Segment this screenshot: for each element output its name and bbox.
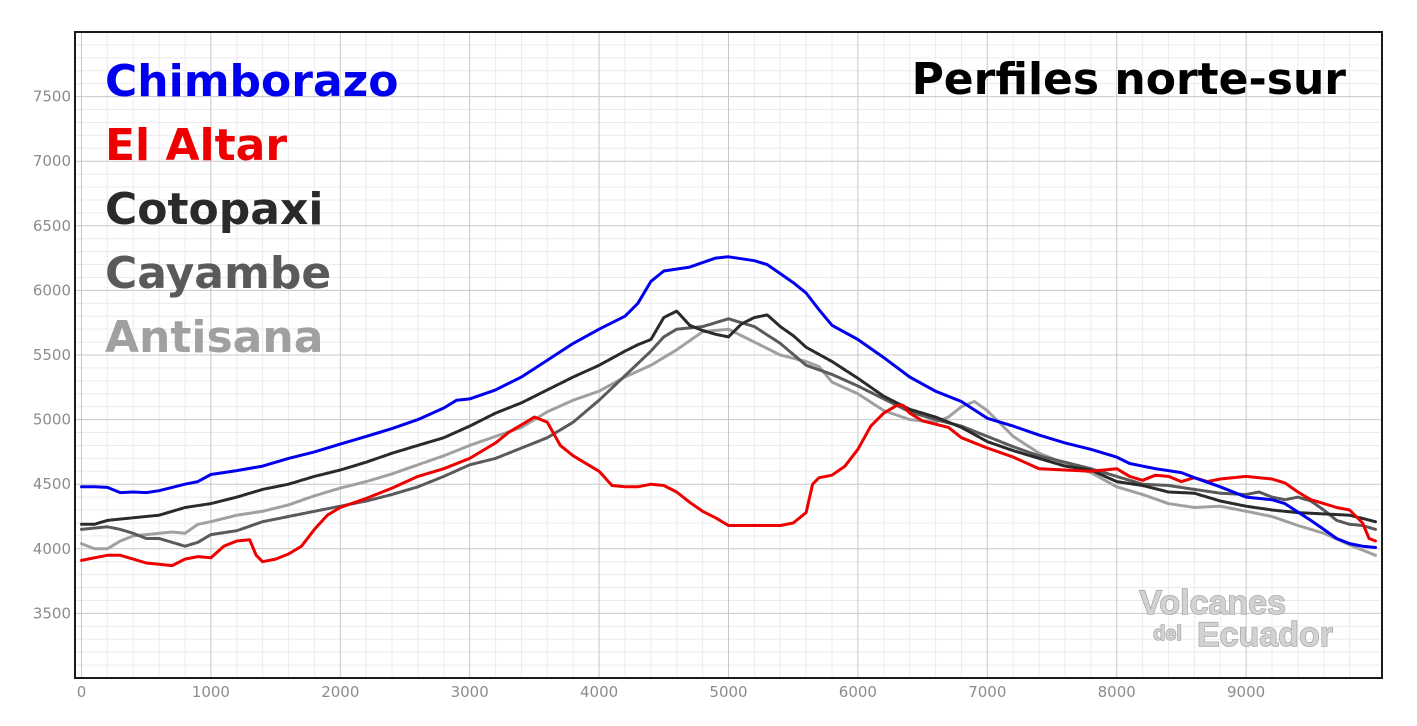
x-tick-label: 9000 [1227, 683, 1265, 701]
y-tick-label: 4500 [33, 475, 71, 493]
legend-entry-cayambe: Cayambe [105, 248, 331, 299]
series-line-el-altar [80, 403, 1377, 568]
legend-entry-el-altar: El Altar [105, 120, 287, 171]
major-grid [75, 32, 1382, 678]
plot-frame [74, 31, 1383, 679]
x-tick-label: 5000 [709, 683, 747, 701]
watermark-del: del [1153, 623, 1182, 645]
x-axis-ticks: 0 1000 2000 3000 4000 5000 6000 7000 8000 9000 [77, 683, 1266, 701]
y-tick-label: 6000 [33, 281, 71, 299]
watermark-line2: Ecuador [1197, 616, 1333, 654]
y-tick-label: 5000 [33, 411, 71, 429]
legend: Chimborazo El Altar Cotopaxi Cayambe Antisan… [105, 56, 399, 363]
y-tick-label: 5500 [33, 346, 71, 364]
y-axis-ticks: 3500 4000 4500 5000 5500 6000 6500 7000 7500 [33, 88, 71, 623]
x-tick-label: 4000 [580, 683, 618, 701]
legend-entry-antisana: Antisana [105, 312, 323, 363]
y-tick-label: 7500 [33, 88, 71, 106]
legend-entry-chimborazo: Chimborazo [105, 56, 399, 107]
x-tick-label: 1000 [192, 683, 230, 701]
x-tick-label: 0 [77, 683, 87, 701]
x-tick-label: 7000 [968, 683, 1006, 701]
x-tick-label: 3000 [451, 683, 489, 701]
x-tick-label: 6000 [839, 683, 877, 701]
watermark-logo: Volcanes del Ecuador [1139, 583, 1334, 654]
x-tick-label: 8000 [1098, 683, 1136, 701]
series-line-cayambe [80, 317, 1377, 548]
chart-title: Perfiles norte-sur [912, 54, 1347, 105]
x-tick-label: 2000 [321, 683, 359, 701]
series-line-cotopaxi [80, 309, 1377, 526]
watermark-line1: Volcanes [1139, 584, 1286, 622]
legend-entry-cotopaxi: Cotopaxi [105, 184, 323, 235]
series-layer [80, 255, 1377, 568]
y-tick-label: 6500 [33, 217, 71, 235]
series-line-chimborazo [80, 255, 1377, 549]
y-tick-label: 7000 [33, 152, 71, 170]
y-tick-label: 3500 [33, 604, 71, 622]
y-tick-label: 4000 [33, 540, 71, 558]
